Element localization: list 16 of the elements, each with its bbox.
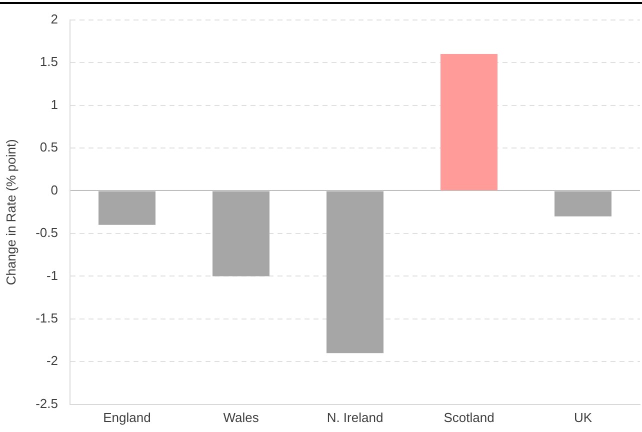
y-tick-label: -1.5 [36, 310, 58, 326]
y-tick-label: 2 [50, 11, 58, 26]
y-axis-title: Change in Rate (% point) [3, 139, 18, 286]
y-tick-label: 0.5 [40, 140, 58, 155]
x-tick-label: UK [574, 410, 592, 425]
y-tick-label: -1 [46, 268, 58, 283]
x-tick-label: England [103, 410, 151, 425]
x-tick-label: Scotland [444, 410, 494, 425]
x-tick-label: Wales [223, 410, 260, 425]
y-tick-label: -0.5 [36, 225, 58, 240]
y-tick-label: 1.5 [40, 54, 58, 70]
y-tick-label: 1 [50, 96, 58, 112]
y-tick-label: -2 [46, 353, 58, 368]
y-tick-label: -2.5 [36, 396, 58, 411]
x-tick-label: N. Ireland [326, 410, 384, 425]
y-tick-label: 0 [50, 182, 58, 198]
